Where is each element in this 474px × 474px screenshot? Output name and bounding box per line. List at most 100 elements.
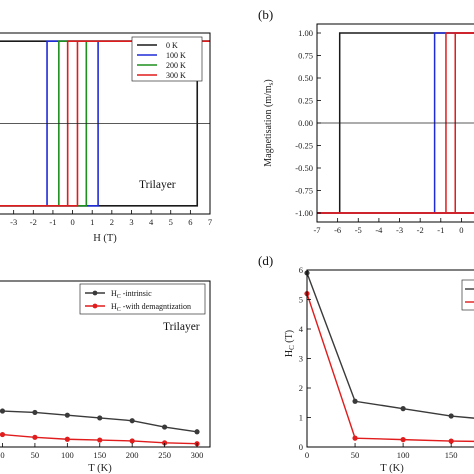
panel-a-legend-label: 100 K [166, 51, 186, 60]
panel-c-x-ticks: 0 50 100 150 200 250 300 [0, 443, 203, 460]
panel-d-point [400, 437, 406, 443]
panel-c-x-tick-label: 250 [158, 450, 171, 460]
panel-b-y-tick-label: -1.00 [295, 208, 313, 218]
panel-c-point [97, 415, 103, 421]
panel-b-y-tick-label: 0.00 [298, 118, 313, 128]
panel-d-y-tick-label: 3 [299, 354, 303, 364]
panel-b-y-axis-label-main: Magnetisation (m/m [263, 85, 274, 167]
panel-d-y-axis-label-subscript: C [288, 345, 296, 350]
panel-c-x-axis-label: T (K) [88, 463, 112, 474]
panel-d-y-tick-label: 5 [299, 295, 303, 305]
panel-d-y-axis-label: HC (T) [284, 330, 296, 357]
panel-a-annotation: Trilayer [139, 179, 176, 191]
panel-b-x-tick-label: -7 [313, 225, 320, 235]
panel-d-point [400, 406, 406, 412]
panel-c-x-tick-label: 50 [31, 450, 40, 460]
panel-c-point [162, 440, 168, 446]
panel-b-curves [317, 32, 474, 214]
panel-c-legend-label-rest: -with demagntization [121, 302, 191, 311]
panel-c-x-tick-label: 150 [93, 450, 106, 460]
panel-c-legend-label-subscript: C [117, 307, 121, 313]
panel-d-series-line-1 [306, 293, 474, 443]
panel-c-x-tick-label: 0 [0, 450, 4, 460]
panel-c-legend-label-subscript: C [117, 294, 121, 300]
panel-b-y-tick-label: 0.25 [298, 96, 313, 106]
panel-b-x-tick-label: -1 [437, 225, 444, 235]
panel-d-y-tick-label: 1 [299, 413, 303, 423]
panel-d-y-tick-label: 0 [299, 442, 303, 452]
panel-a-x-axis-label: H (T) [93, 233, 117, 244]
panel-b-y-tick-label: 1.00 [298, 28, 313, 38]
panel-d-y-axis-label-rest: (T) [284, 330, 295, 345]
panel-c-point [0, 431, 6, 438]
panel-c-x-tick-label: 300 [191, 450, 204, 460]
panel-a-x-tick-label: 7 [208, 217, 212, 227]
panel-d-point [448, 438, 454, 444]
panel-c-legend-box [79, 283, 206, 315]
panel-b-x-tick-label: 0 [459, 225, 463, 235]
panel-b-label: (b) [258, 7, 273, 22]
panel-c-point [129, 418, 135, 424]
panel-d-x-ticks: 0 50 100 150 [305, 443, 458, 460]
panel-c-frame [0, 280, 211, 448]
panel-c-point [32, 434, 38, 440]
panel-b-y-axis-label: Magnetisation (m/ms) [263, 79, 275, 166]
panel-a-x-tick-label: 6 [188, 217, 192, 227]
panel-c-annotation: Trilayer [163, 321, 200, 333]
panel-a-x-tick-label: 2 [110, 217, 114, 227]
panel-a-legend-label: 200 K [166, 61, 186, 70]
panel-b-x-tick-label: -5 [355, 225, 362, 235]
panel-b-y-tick-label: 0.50 [298, 73, 313, 83]
panel-c-lines [0, 408, 200, 447]
panel-d-frame [306, 269, 474, 448]
panel-d-coercivity: (d) 0 1 2 3 4 5 6 0 50 100 150 HC (T) T (K) [258, 253, 474, 474]
panel-c-legend-label: HC -with demagntization [111, 302, 191, 313]
panel-b-x-tick-label: -6 [334, 225, 341, 235]
panel-d-lines [304, 270, 474, 444]
panel-b-y-axis-label-close: ) [263, 79, 274, 82]
panel-a-x-tick-label: -2 [30, 217, 37, 227]
panel-b-x-tick-label: -4 [375, 225, 383, 235]
panel-d-x-tick-label: 0 [305, 450, 309, 460]
panel-a-x-tick-label: 4 [149, 217, 154, 227]
panel-d-x-tick-label: 100 [397, 450, 410, 460]
panel-c-point [129, 438, 135, 444]
panel-c-x-tick-label: 200 [126, 450, 139, 460]
panel-c-legend-marker [92, 303, 98, 309]
panel-a-x-tick-label: -1 [49, 217, 56, 227]
panel-d-point [352, 398, 358, 404]
panel-d-y-ticks: 0 1 2 3 4 5 6 [299, 265, 311, 452]
panel-c-x-tick-label: 100 [61, 450, 74, 460]
panel-d-y-tick-label: 6 [299, 265, 303, 275]
panel-a-legend-label: 0 K [166, 41, 178, 50]
panel-d-y-tick-label: 4 [299, 324, 304, 334]
panel-d-x-tick-label: 150 [445, 450, 458, 460]
panel-b-magnetisation: (b) 1.00 0.75 0.50 0.25 0.00 -0.25 -0.50 -0.75 -… [258, 7, 474, 235]
panel-d-point [448, 413, 454, 419]
panel-c-coercivity-trilayer: 0 50 100 150 200 250 300 T (K) Trilayer HC -in… [0, 280, 211, 474]
panel-a-legend-label: 300 K [166, 71, 186, 80]
panel-b-x-tick-label: -3 [396, 225, 403, 235]
panel-b-y-tick-label: -0.25 [295, 141, 313, 151]
panel-b-y-tick-label: 0.75 [298, 51, 313, 61]
panel-b-x-ticks: -7 -6 -5 -4 -3 -2 -1 0 [313, 218, 464, 235]
panel-a-x-tick-label: 5 [169, 217, 173, 227]
panel-b-x-tick-label: -2 [417, 225, 424, 235]
panel-c-point [194, 429, 200, 435]
panel-d-legend-box [461, 279, 474, 311]
panel-c-point [64, 412, 70, 418]
panel-c-series-line-0 [2, 410, 198, 433]
panel-a-frame [0, 32, 211, 215]
panel-d-x-axis-label: T (K) [380, 463, 404, 474]
panel-b-y-tick-label: -0.75 [295, 186, 313, 196]
panel-d-y-tick-label: 2 [299, 383, 303, 393]
panel-c-point [97, 437, 103, 443]
panel-c-legend-label-main: H [111, 302, 117, 311]
panel-c-legend: HC -intrinsic HC -with demagntization [79, 283, 206, 315]
panel-b-y-ticks: 1.00 0.75 0.50 0.25 0.00 -0.25 -0.50 -0.75 -1.00 [295, 28, 321, 218]
panel-d-y-axis-label-main: H [284, 350, 295, 357]
panel-c-legend-label: HC -intrinsic [111, 289, 152, 300]
